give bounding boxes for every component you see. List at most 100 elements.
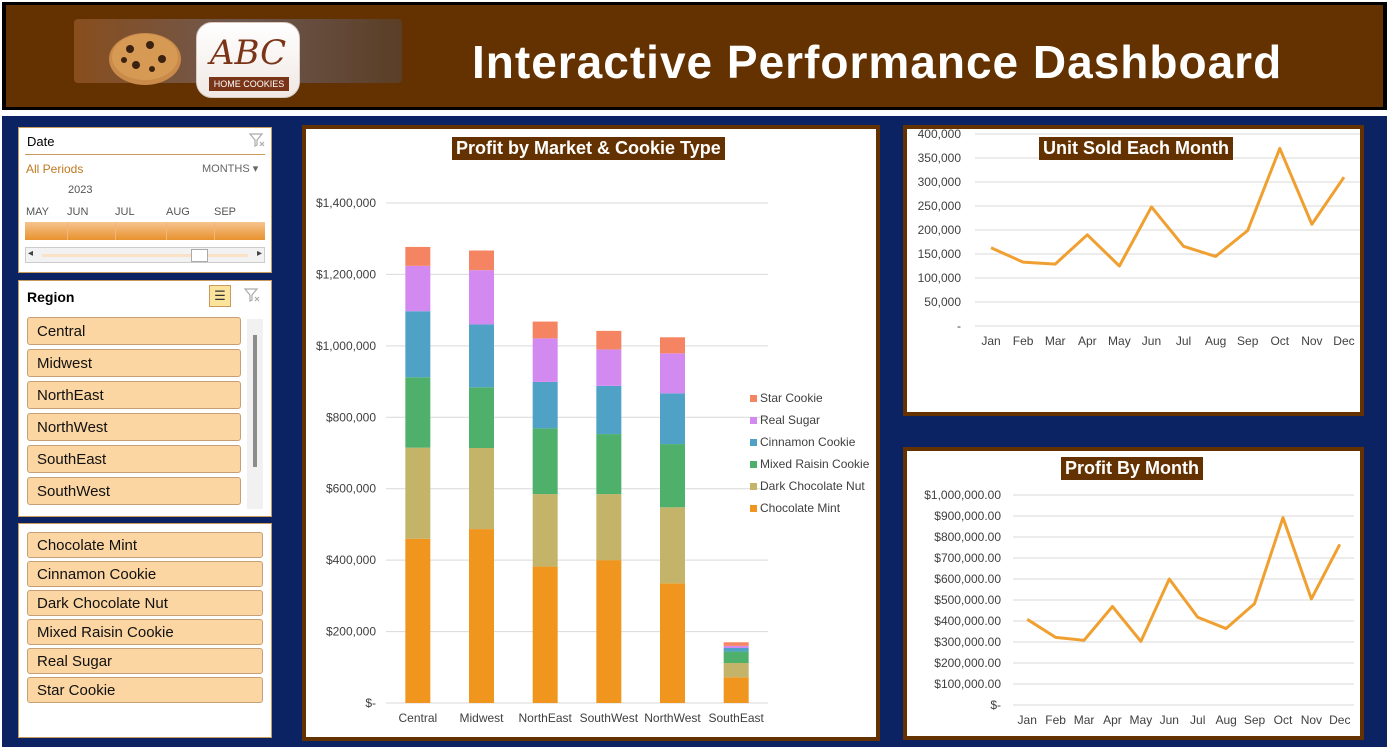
region-scrollbar[interactable] <box>247 319 263 509</box>
profit-by-market-chart-panel[interactable]: $- $200,000 $400,000 $600,000 $800,000 $1,000… <box>302 125 880 741</box>
y-tick-label: $1,000,000.00 <box>924 488 1001 502</box>
region-slicer-title: Region <box>27 289 75 305</box>
x-tick-label: Jul <box>1190 713 1205 727</box>
timeline-divider <box>214 222 215 240</box>
region-item-northeast[interactable]: NorthEast <box>27 381 241 409</box>
bar-segment <box>596 385 622 435</box>
x-tick-label: Mar <box>1045 334 1066 348</box>
dashboard-title: Interactive Performance Dashboard <box>472 36 1283 88</box>
profit-by-month-chart: $- $100,000.00 $200,000.00 $300,000.00 $400,… <box>924 488 1354 727</box>
bar-segment <box>532 321 558 339</box>
scroll-right-icon[interactable]: ▸ <box>256 248 262 259</box>
time-level-dropdown[interactable]: MONTHS ▾ <box>202 162 258 175</box>
bar-segment <box>660 337 685 354</box>
x-tick-label: May <box>1130 713 1153 727</box>
x-tick-label: Jan <box>981 334 1000 348</box>
y-tick-label: $700,000.00 <box>934 551 1001 565</box>
bar-segment <box>469 250 494 271</box>
bar-segment <box>660 353 685 394</box>
units-sold-chart: - 50,000 100,000 150,000 200,000 250,000 300,0… <box>918 127 1360 348</box>
profit-by-month-chart-panel[interactable]: $- $100,000.00 $200,000.00 $300,000.00 $400,… <box>903 447 1364 740</box>
bar-segment <box>469 324 494 388</box>
chevron-down-icon: ▾ <box>252 163 259 175</box>
timeline-scrollbar[interactable]: ◂ ▸ <box>25 247 265 263</box>
bar-segment <box>723 677 749 703</box>
x-tick-label: May <box>1108 334 1131 348</box>
timeline-month: JUL <box>115 206 135 218</box>
y-tick-label: $500,000.00 <box>934 593 1001 607</box>
x-tick-label: Mar <box>1074 713 1095 727</box>
timeline-divider <box>115 222 116 240</box>
bar-segment <box>596 494 622 561</box>
region-item-southeast[interactable]: SouthEast <box>27 445 241 473</box>
y-tick-label: $600,000.00 <box>934 572 1001 586</box>
chart-title: Unit Sold Each Month <box>1039 137 1233 160</box>
bar-segment <box>660 444 685 508</box>
cookie-item-chocolate-mint[interactable]: Chocolate Mint <box>27 532 263 558</box>
bar-segment <box>723 663 749 678</box>
bar-segment <box>596 560 622 703</box>
cookie-image <box>109 33 181 85</box>
x-tick-label: Dec <box>1329 713 1350 727</box>
clear-filter-icon[interactable] <box>248 132 265 148</box>
bar-segment <box>405 311 431 378</box>
x-tick-label: Midwest <box>459 711 504 725</box>
dashboard-header: ABC HOME COOKIES Interactive Performance… <box>2 2 1387 110</box>
bar-segment <box>532 428 558 495</box>
x-tick-label: Jun <box>1142 334 1161 348</box>
cookie-item-cinnamon-cookie[interactable]: Cinnamon Cookie <box>27 561 263 587</box>
legend-swatch <box>750 439 757 446</box>
bar-segment <box>596 349 622 386</box>
bar-segment <box>469 448 494 530</box>
y-tick-label: $- <box>365 696 376 710</box>
region-item-central[interactable]: Central <box>27 317 241 345</box>
bar-segment <box>596 330 622 350</box>
y-tick-label: $1,400,000 <box>316 196 376 210</box>
y-tick-label: $400,000.00 <box>934 614 1001 628</box>
y-tick-label: 400,000 <box>918 129 962 141</box>
cookie-item-star-cookie[interactable]: Star Cookie <box>27 677 263 703</box>
cookie-item-dark-chocolate-nut[interactable]: Dark Chocolate Nut <box>27 590 263 616</box>
bar-segment <box>532 338 558 382</box>
x-tick-label: Central <box>398 711 437 725</box>
cookie-item-real-sugar[interactable]: Real Sugar <box>27 648 263 674</box>
scroll-thumb[interactable] <box>191 249 208 262</box>
region-slicer: Region ☰ Central Midwest NorthEast North… <box>18 280 272 517</box>
y-tick-label: $1,000,000 <box>316 339 376 353</box>
logo-subtext: HOME COOKIES <box>209 77 289 91</box>
legend-swatch <box>750 505 757 512</box>
timeline-selection-bar[interactable] <box>25 222 265 240</box>
legend-swatch <box>750 461 757 468</box>
legend-swatch <box>750 417 757 424</box>
legend-label: Real Sugar <box>760 413 820 427</box>
y-tick-label: $300,000.00 <box>934 635 1001 649</box>
bar-segment <box>405 538 431 703</box>
clear-filter-icon[interactable] <box>243 287 262 306</box>
timeline-divider <box>67 222 68 240</box>
region-item-southwest[interactable]: SouthWest <box>27 477 241 505</box>
y-tick-label: $200,000.00 <box>934 656 1001 670</box>
x-tick-label: SouthWest <box>580 711 639 725</box>
legend-swatch <box>750 483 757 490</box>
region-item-midwest[interactable]: Midwest <box>27 349 241 377</box>
y-tick-label: $800,000.00 <box>934 530 1001 544</box>
x-tick-label: NorthEast <box>518 711 572 725</box>
legend-label: Star Cookie <box>760 391 823 405</box>
bar-segment <box>469 529 494 703</box>
multi-select-icon[interactable]: ☰ <box>209 285 231 307</box>
x-tick-label: Sep <box>1244 713 1266 727</box>
cookie-item-mixed-raisin-cookie[interactable]: Mixed Raisin Cookie <box>27 619 263 645</box>
scroll-track <box>42 254 248 257</box>
timeline-year: 2023 <box>68 184 93 196</box>
y-tick-label: - <box>957 319 961 333</box>
units-sold-chart-panel[interactable]: - 50,000 100,000 150,000 200,000 250,000 300,0… <box>903 125 1364 416</box>
scroll-left-icon[interactable]: ◂ <box>28 248 34 259</box>
y-tick-label: 150,000 <box>918 247 962 261</box>
bar-segment <box>405 447 431 539</box>
bar-segment <box>532 566 558 703</box>
timeline-divider <box>166 222 167 240</box>
scroll-thumb[interactable] <box>253 335 257 467</box>
region-item-northwest[interactable]: NorthWest <box>27 413 241 441</box>
y-tick-label: $600,000 <box>326 482 376 496</box>
bar-segment <box>723 642 749 646</box>
